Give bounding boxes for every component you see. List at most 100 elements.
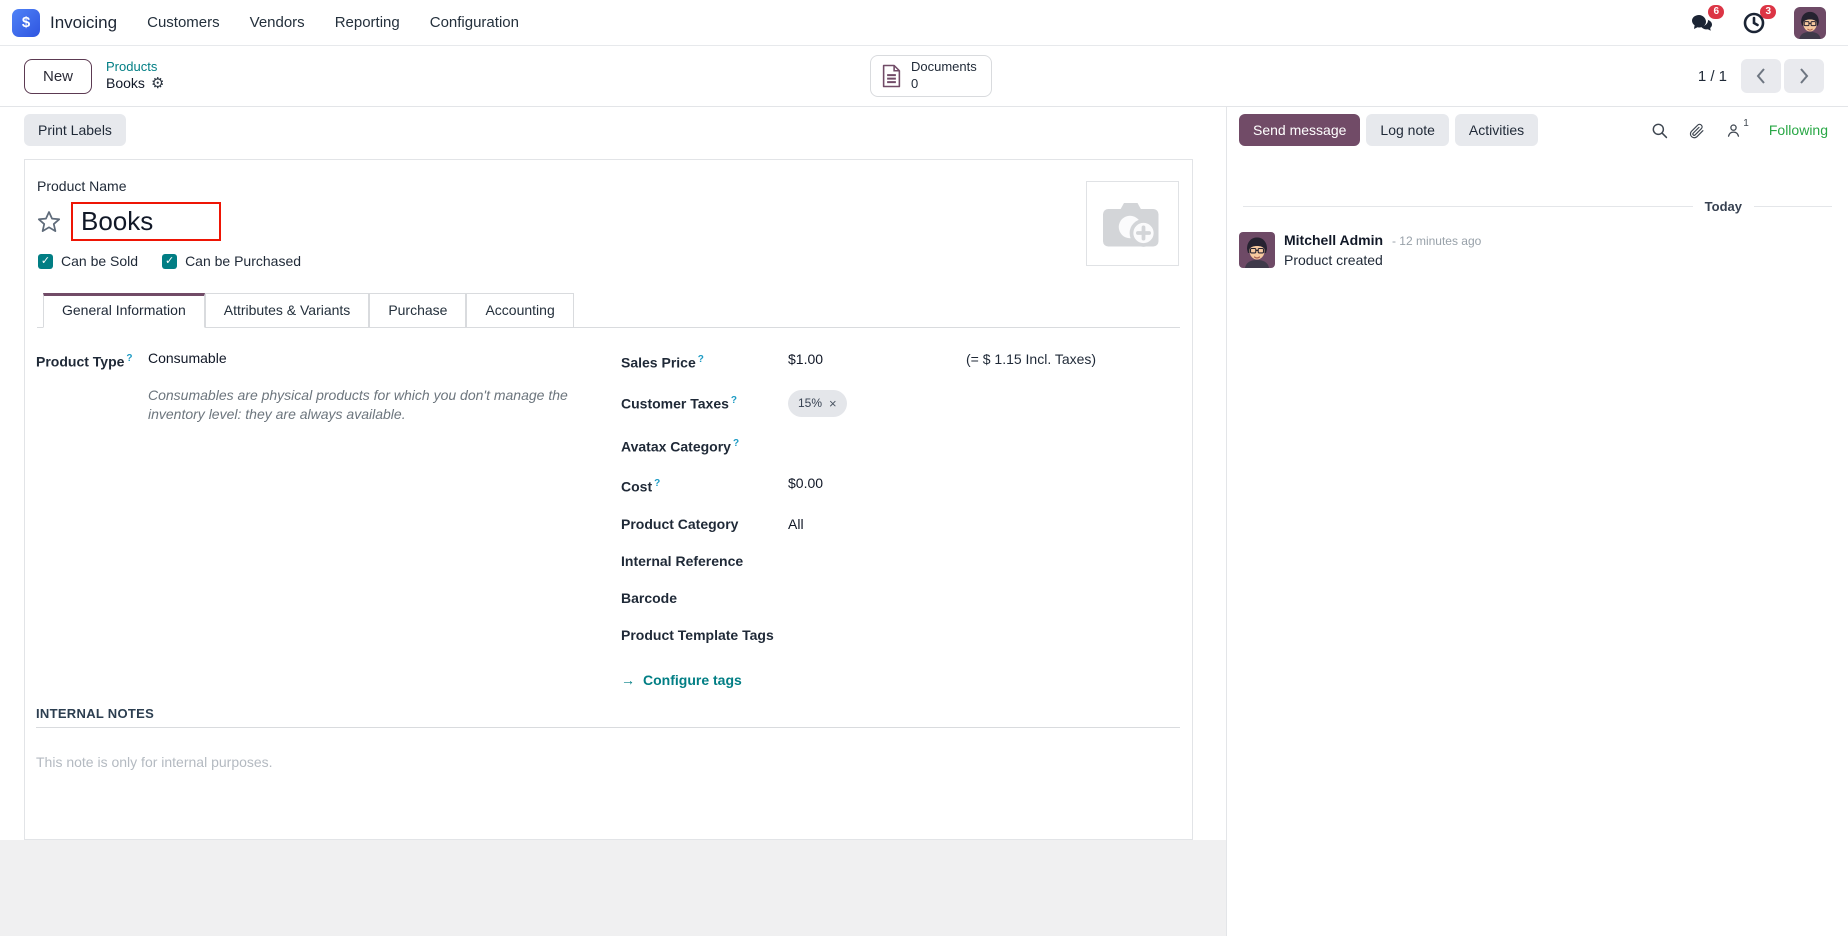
- page-background: [0, 840, 1226, 936]
- help-icon[interactable]: ?: [697, 354, 704, 365]
- product-form-sheet: Product Name ✓ Can be Sold ✓ Can be Purc…: [24, 159, 1193, 840]
- avatax-category-row: Avatax Category?: [621, 433, 1187, 458]
- date-divider-label: Today: [1704, 199, 1742, 214]
- print-labels-button[interactable]: Print Labels: [24, 114, 126, 146]
- documents-stat-button[interactable]: Documents 0: [870, 55, 992, 97]
- tab-attributes-variants[interactable]: Attributes & Variants: [204, 293, 370, 327]
- clock-icon: [1742, 11, 1766, 35]
- chatter-toolbar: Send message Log note Activities 1 Follo…: [1227, 107, 1848, 153]
- product-category-value[interactable]: All: [788, 515, 804, 532]
- message-timestamp: - 12 minutes ago: [1391, 234, 1482, 248]
- product-template-tags-row: Product Template Tags: [621, 625, 1187, 646]
- message-author-avatar[interactable]: [1239, 232, 1275, 268]
- messages-badge: 6: [1708, 4, 1724, 19]
- pager: 1 / 1: [1698, 59, 1824, 93]
- can-be-sold-checkbox[interactable]: ✓ Can be Sold: [38, 253, 138, 269]
- activities-badge: 3: [1760, 4, 1776, 19]
- send-message-button[interactable]: Send message: [1239, 114, 1361, 146]
- breadcrumb: Products Books ⚙: [106, 59, 164, 94]
- attachment-paperclip-icon[interactable]: [1688, 122, 1705, 139]
- pager-next-button[interactable]: [1784, 59, 1824, 93]
- product-template-tags-label: Product Template Tags: [621, 626, 774, 643]
- sales-price-row: Sales Price? $1.00 (= $ 1.15 Incl. Taxes…: [621, 349, 1187, 374]
- product-category-label: Product Category: [621, 515, 739, 532]
- page-body: Print Labels Product Name ✓ Can be Sold: [0, 106, 1848, 936]
- product-type-value[interactable]: Consumable: [148, 350, 227, 366]
- form-area: Print Labels Product Name ✓ Can be Sold: [0, 107, 1226, 936]
- chat-bubbles-icon: [1690, 11, 1714, 35]
- checkbox-check-icon: ✓: [162, 253, 178, 269]
- person-icon: [1725, 122, 1742, 139]
- followers-count: 1: [1743, 117, 1749, 129]
- new-button[interactable]: New: [24, 58, 93, 94]
- user-avatar[interactable]: [1794, 6, 1826, 39]
- documents-count: 0: [911, 76, 919, 91]
- top-navbar: $ Invoicing Customers Vendors Reporting …: [0, 0, 1848, 46]
- can-be-purchased-label: Can be Purchased: [185, 253, 302, 269]
- log-note-button[interactable]: Log note: [1366, 114, 1449, 146]
- barcode-row: Barcode: [621, 588, 1187, 609]
- chatter-panel: Send message Log note Activities 1 Follo…: [1226, 107, 1848, 936]
- product-image-upload[interactable]: [1086, 181, 1179, 266]
- invoicing-app-icon[interactable]: $: [12, 8, 40, 37]
- messages-button[interactable]: 6: [1690, 4, 1724, 35]
- date-divider: Today: [1227, 199, 1848, 214]
- sales-price-label: Sales Price: [621, 354, 696, 371]
- customer-taxes-row: Customer Taxes? 15% ×: [621, 389, 1187, 417]
- followers-button[interactable]: 1: [1725, 118, 1749, 139]
- gear-icon[interactable]: ⚙: [150, 74, 165, 92]
- tab-purchase[interactable]: Purchase: [369, 293, 467, 327]
- tab-general-information[interactable]: General Information: [43, 293, 205, 328]
- favorite-star-icon[interactable]: [36, 209, 62, 235]
- sales-price-value[interactable]: $1.00: [788, 351, 824, 367]
- tax-tag[interactable]: 15% ×: [788, 389, 847, 417]
- documents-label: Documents: [911, 59, 977, 75]
- cost-value[interactable]: $0.00: [788, 475, 824, 492]
- main-menu: Customers Vendors Reporting Configuratio…: [147, 14, 519, 31]
- help-icon[interactable]: ?: [732, 437, 740, 449]
- search-messages-icon[interactable]: [1651, 122, 1668, 139]
- customer-taxes-label: Customer Taxes: [621, 395, 729, 412]
- product-type-help-text: Consumables are physical products for wh…: [148, 386, 568, 422]
- app-name[interactable]: Invoicing: [50, 12, 118, 32]
- breadcrumb-products[interactable]: Products: [106, 58, 158, 74]
- form-button-bar: Print Labels: [0, 107, 1226, 153]
- cost-label: Cost: [621, 478, 653, 495]
- remove-tag-icon[interactable]: ×: [829, 395, 837, 411]
- cost-row: Cost? $0.00: [621, 473, 1187, 498]
- pager-count: 1 / 1: [1697, 67, 1727, 85]
- menu-customers[interactable]: Customers: [147, 14, 220, 31]
- activities-button[interactable]: Activities: [1454, 114, 1539, 146]
- menu-vendors[interactable]: Vendors: [249, 14, 305, 31]
- internal-notes-input[interactable]: This note is only for internal purposes.: [36, 754, 273, 770]
- checkbox-check-icon: ✓: [38, 253, 53, 269]
- product-category-row: Product Category All: [621, 514, 1187, 535]
- internal-notes-section: INTERNAL NOTES This note is only for int…: [36, 706, 1180, 770]
- barcode-label: Barcode: [621, 589, 678, 606]
- product-name-input[interactable]: [81, 206, 211, 237]
- message-author[interactable]: Mitchell Admin: [1284, 232, 1384, 248]
- tab-accounting[interactable]: Accounting: [466, 293, 574, 327]
- help-icon[interactable]: ?: [730, 394, 738, 406]
- menu-configuration[interactable]: Configuration: [429, 14, 519, 31]
- tax-tag-value: 15%: [798, 395, 823, 410]
- form-right-column: Sales Price? $1.00 (= $ 1.15 Incl. Taxes…: [621, 349, 1187, 688]
- help-icon[interactable]: ?: [126, 353, 133, 364]
- help-icon[interactable]: ?: [654, 478, 661, 490]
- activities-button[interactable]: 3: [1742, 4, 1776, 35]
- breadcrumb-current: Books: [106, 75, 145, 92]
- menu-reporting[interactable]: Reporting: [334, 14, 400, 31]
- pager-previous-button[interactable]: [1741, 59, 1781, 93]
- avatax-category-label: Avatax Category: [621, 438, 731, 455]
- product-name-highlight-box: [71, 202, 221, 241]
- product-name-label: Product Name: [37, 178, 127, 194]
- configure-tags-link[interactable]: → Configure tags: [621, 672, 1187, 688]
- can-be-purchased-checkbox[interactable]: ✓ Can be Purchased: [162, 253, 301, 269]
- following-button[interactable]: Following: [1768, 122, 1828, 138]
- document-icon: [881, 63, 902, 89]
- internal-reference-label: Internal Reference: [621, 552, 744, 569]
- chevron-right-icon: [1798, 67, 1810, 85]
- chevron-left-icon: [1755, 67, 1767, 85]
- chatter-message: Mitchell Admin - 12 minutes ago Product …: [1227, 232, 1848, 268]
- camera-plus-icon: [1100, 197, 1166, 251]
